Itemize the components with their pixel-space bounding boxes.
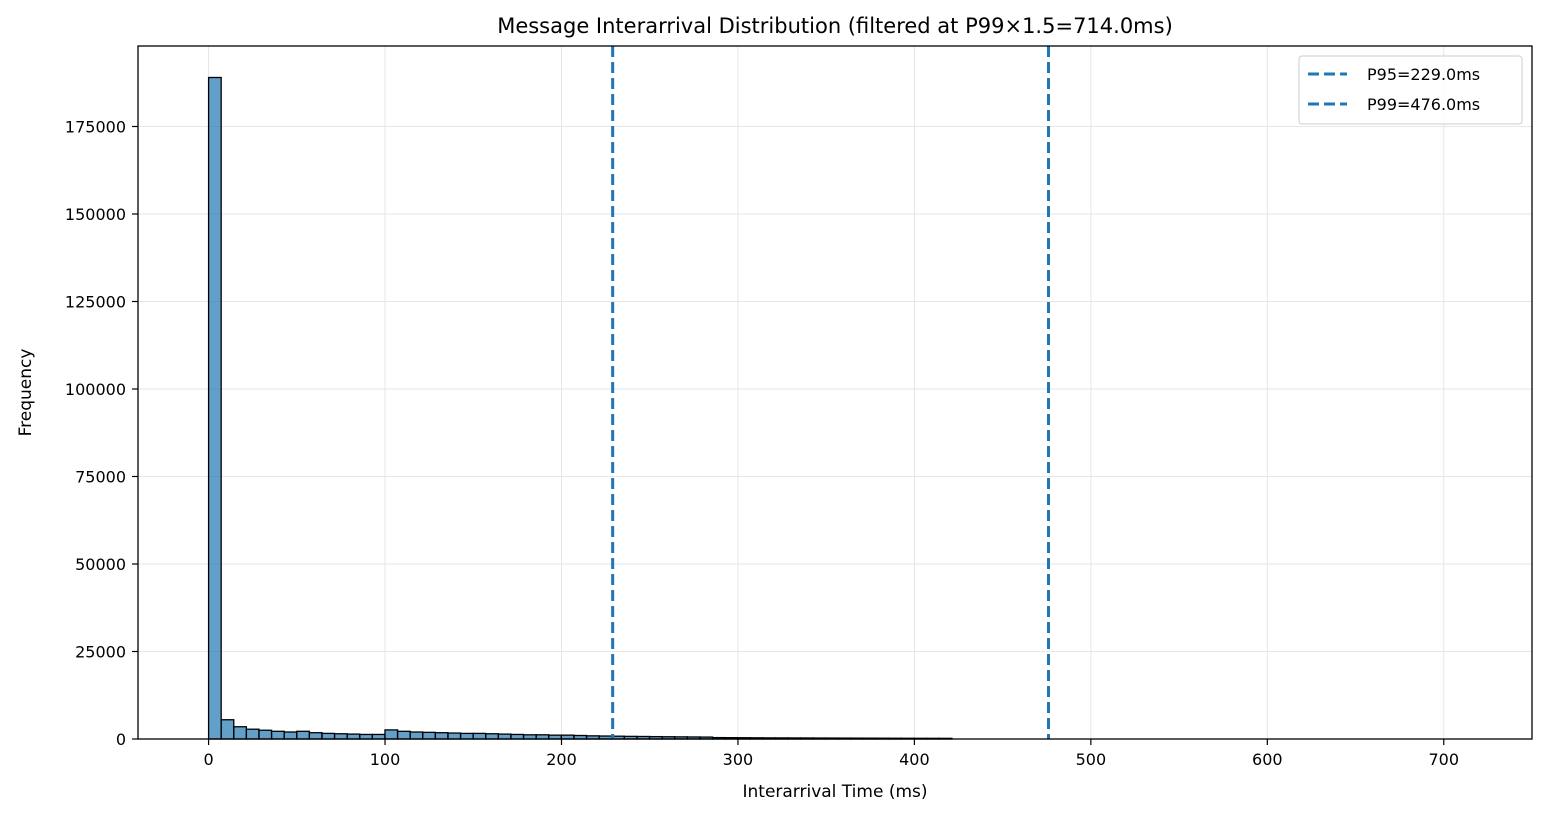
legend-entry-label: P99=476.0ms xyxy=(1367,95,1480,114)
histogram-bar xyxy=(308,732,323,740)
x-axis-label: Interarrival Time (ms) xyxy=(742,782,927,802)
histogram-bar xyxy=(409,731,424,740)
y-tick-label: 175000 xyxy=(65,118,126,137)
y-axis-ticks: 0 25000 50000 75000 100000 125000 150000 175000 xyxy=(65,118,138,749)
histogram-bar xyxy=(510,733,525,740)
reference-lines xyxy=(611,46,1051,739)
histogram-bar xyxy=(283,731,298,740)
x-tick-label: 200 xyxy=(546,750,577,769)
y-tick-label: 100000 xyxy=(65,380,126,399)
histogram-bar xyxy=(220,719,235,740)
histogram-bar xyxy=(497,733,512,740)
y-tick-label: 25000 xyxy=(75,643,126,662)
histogram-bar xyxy=(233,726,248,740)
histogram-bar xyxy=(396,730,411,740)
x-tick-label: 400 xyxy=(899,750,930,769)
histogram-bar xyxy=(472,732,487,740)
histogram-bar xyxy=(333,733,348,740)
histogram-bar xyxy=(346,733,361,740)
y-tick-label: 0 xyxy=(116,730,126,749)
histogram-bar xyxy=(422,731,437,740)
plot-frame xyxy=(137,45,1533,740)
y-tick-label: 150000 xyxy=(65,205,126,224)
histogram-bar xyxy=(434,732,449,740)
x-tick-label: 600 xyxy=(1252,750,1283,769)
histogram-bar xyxy=(296,730,311,740)
histogram-bar xyxy=(384,729,399,740)
histogram-bar xyxy=(447,732,462,740)
x-tick-label: 100 xyxy=(370,750,401,769)
histogram-bar xyxy=(485,733,500,740)
chart-title: Message Interarrival Distribution (filte… xyxy=(497,14,1173,38)
y-tick-label: 75000 xyxy=(75,468,126,487)
x-tick-label: 500 xyxy=(1076,750,1107,769)
histogram-bar xyxy=(258,729,273,740)
x-axis-ticks: 0 100 200 300 400 500 600 700 xyxy=(203,739,1459,769)
histogram-bar xyxy=(359,733,374,740)
x-tick-label: 700 xyxy=(1428,750,1459,769)
grid-layer xyxy=(138,46,1532,740)
histogram-bars xyxy=(207,76,953,740)
histogram-bar xyxy=(459,732,474,740)
histogram-bar xyxy=(245,728,260,740)
y-tick-label: 50000 xyxy=(75,555,126,574)
y-tick-label: 125000 xyxy=(65,293,126,312)
legend-box xyxy=(1298,55,1523,125)
histogram-bar xyxy=(270,730,285,740)
histogram-bar xyxy=(321,732,336,740)
legend-entry-label: P95=229.0ms xyxy=(1367,65,1480,84)
y-axis-label: Frequency xyxy=(16,349,36,437)
histogram-bar xyxy=(371,733,386,740)
legend: P95=229.0ms P99=476.0ms xyxy=(1298,55,1523,125)
x-tick-label: 300 xyxy=(723,750,754,769)
x-tick-label: 0 xyxy=(203,750,213,769)
histogram-bar xyxy=(207,76,222,740)
